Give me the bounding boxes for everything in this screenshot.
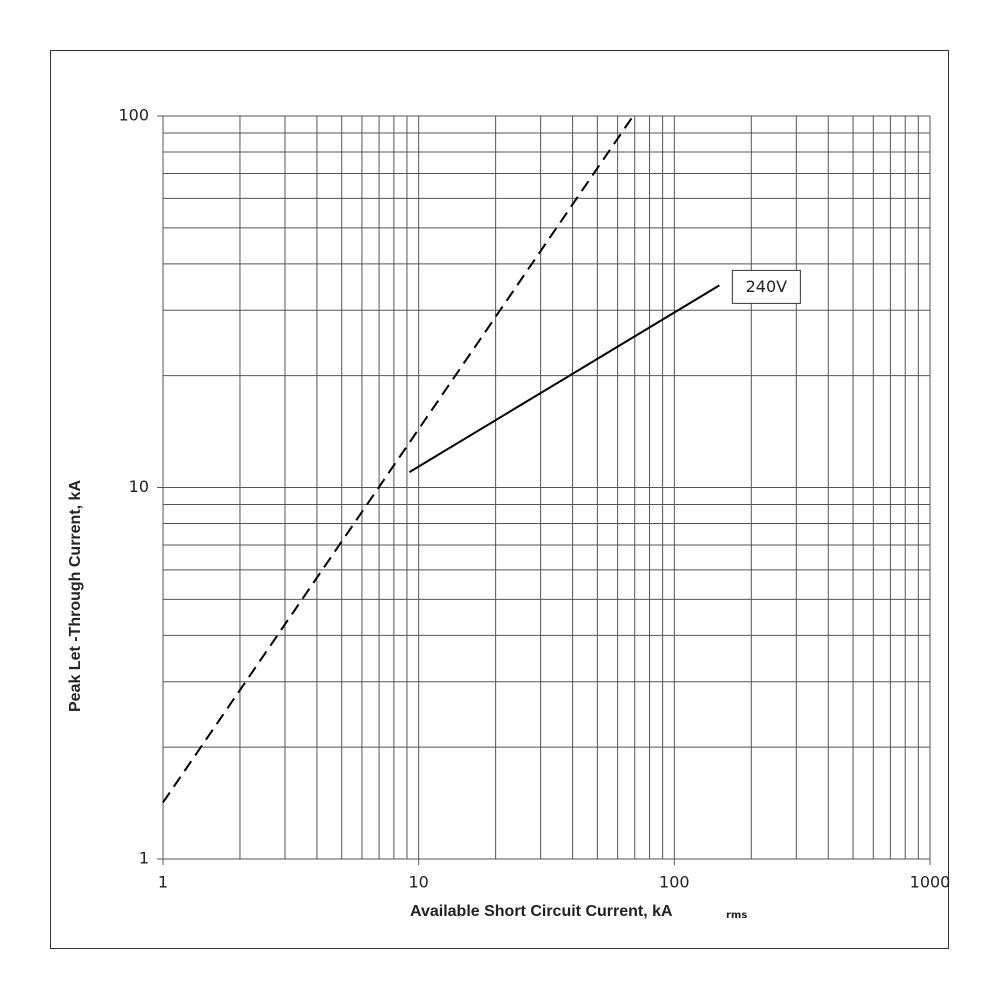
x-tick-label: 1 [158,873,168,892]
line [408,284,720,473]
line [162,115,634,803]
x-tick-label: 1000 [910,873,951,892]
legend-box [731,269,801,304]
frame [50,50,949,949]
y-tick-label: 100 [118,106,149,125]
y-tick-label: 10 [129,477,149,496]
y-tick-label: 1 [139,849,149,868]
x-tick-label: 10 [408,873,428,892]
x-axis-label: Available Short Circuit Current, kA [410,903,673,920]
y-axis-label: Peak Let -Through Current, kA [67,480,84,712]
grid [157,115,931,865]
x-axis-label-sub: rms [726,910,747,921]
x-tick-label: 100 [659,873,690,892]
plot [162,115,720,803]
legend-label: 240V [746,277,788,296]
